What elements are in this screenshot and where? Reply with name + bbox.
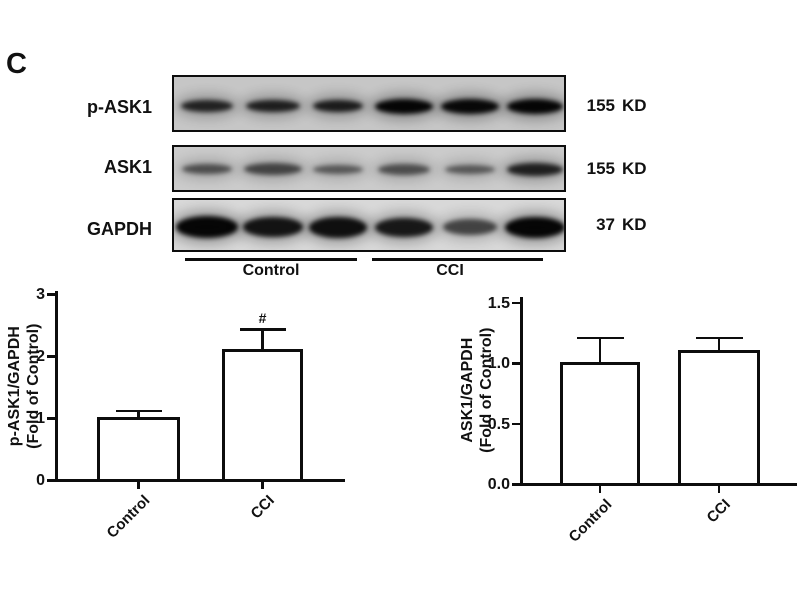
protein-band bbox=[182, 164, 232, 174]
protein-band bbox=[243, 217, 303, 237]
protein-band bbox=[176, 216, 238, 238]
protein-band bbox=[507, 98, 563, 114]
error-bar-stem bbox=[261, 328, 264, 349]
mw-unit: KD bbox=[622, 96, 647, 115]
panel-label: C bbox=[6, 48, 27, 80]
y-tick bbox=[512, 301, 520, 304]
blot-row-label-gapdh: GAPDH bbox=[86, 219, 152, 239]
mw-value: 155 bbox=[586, 159, 615, 178]
x-tick bbox=[261, 482, 264, 489]
y-tick bbox=[47, 293, 55, 296]
x-tick-label-control: Control bbox=[565, 496, 616, 546]
molecular-weight-label: 155 KD bbox=[583, 159, 647, 179]
x-axis bbox=[55, 479, 345, 482]
bar-control bbox=[560, 362, 640, 486]
x-axis bbox=[520, 483, 797, 486]
protein-band bbox=[181, 100, 233, 112]
blot-row-label-p-ask1: p-ASK1 bbox=[86, 97, 152, 117]
y-tick-label: 1.0 bbox=[487, 355, 510, 372]
error-bar-cap bbox=[576, 336, 624, 340]
error-bar-stem bbox=[137, 409, 140, 417]
mw-unit: KD bbox=[622, 215, 647, 234]
error-bar-stem bbox=[598, 336, 602, 362]
y-tick bbox=[512, 483, 520, 486]
y-tick-label: 0 bbox=[36, 472, 45, 489]
y-tick-label: 2 bbox=[36, 348, 45, 365]
bar-chart-ask1-gapdh: ASK1/GAPDH (Fold of Control) 0.0 0.5 1.0 1.… bbox=[400, 283, 800, 600]
protein-band bbox=[505, 216, 564, 238]
error-bar-stem bbox=[717, 336, 721, 350]
western-blot-image-ask1 bbox=[172, 145, 566, 192]
western-blot-image-p-ask1 bbox=[172, 75, 566, 132]
x-tick bbox=[717, 486, 721, 493]
y-axis-label-line1: p-ASK1/GAPDH bbox=[5, 326, 23, 447]
mw-value: 37 bbox=[596, 215, 615, 234]
error-bar-cap bbox=[695, 336, 743, 340]
y-tick-label: 0.5 bbox=[487, 415, 510, 433]
protein-band bbox=[244, 163, 302, 175]
protein-band bbox=[313, 100, 363, 112]
x-tick-label-cci: CCI bbox=[703, 496, 735, 527]
error-bar-cap bbox=[115, 409, 162, 413]
y-tick bbox=[47, 417, 55, 420]
lane-group-label-control: Control bbox=[242, 262, 300, 279]
blot-row-label-ask1: ASK1 bbox=[103, 157, 152, 177]
y-tick-label: 3 bbox=[36, 286, 45, 303]
significance-annotation: # bbox=[258, 310, 267, 327]
y-tick-label: 1.5 bbox=[487, 294, 510, 312]
bar-chart-p-ask1-gapdh: p-ASK1/GAPDH (Fold of Control) 0 1 2 3 Contr… bbox=[0, 283, 400, 600]
y-tick bbox=[512, 362, 520, 365]
y-axis bbox=[55, 291, 58, 482]
lane-group-underline-control bbox=[185, 258, 357, 261]
protein-band bbox=[375, 217, 433, 237]
y-axis-label-line2: (Fold of Control) bbox=[478, 327, 495, 453]
protein-band bbox=[445, 164, 495, 174]
protein-band bbox=[443, 219, 497, 235]
protein-band bbox=[313, 164, 363, 174]
protein-band bbox=[309, 216, 367, 238]
y-axis-label: p-ASK1/GAPDH (Fold of Control) bbox=[5, 296, 43, 476]
molecular-weight-label: 155 KD bbox=[583, 96, 647, 116]
mw-unit: KD bbox=[622, 159, 647, 178]
bar-cci bbox=[678, 349, 760, 486]
western-blot-image-gapdh bbox=[172, 198, 566, 252]
y-tick bbox=[47, 479, 55, 482]
bar-cci bbox=[222, 348, 303, 482]
x-tick-label-control: Control bbox=[103, 492, 154, 542]
y-tick bbox=[512, 422, 520, 425]
x-tick bbox=[137, 482, 140, 489]
y-tick-label: 0.0 bbox=[487, 476, 510, 493]
protein-band bbox=[375, 98, 433, 114]
lane-group-underline-cci bbox=[372, 258, 543, 261]
y-tick bbox=[47, 355, 55, 358]
y-axis-label: ASK1/GAPDH (Fold of Control) bbox=[458, 300, 496, 480]
error-bar-cap bbox=[239, 328, 286, 331]
x-tick bbox=[598, 486, 602, 493]
y-axis bbox=[520, 297, 523, 486]
protein-band bbox=[378, 163, 430, 175]
protein-band bbox=[441, 98, 499, 114]
mw-value: 155 bbox=[586, 96, 615, 115]
bar-control bbox=[97, 417, 180, 482]
molecular-weight-label: 37 KD bbox=[583, 215, 647, 235]
y-tick-label: 1 bbox=[36, 410, 45, 427]
x-tick-label-cci: CCI bbox=[247, 492, 278, 523]
protein-band bbox=[507, 162, 563, 176]
protein-band bbox=[246, 100, 300, 112]
y-axis-label-line2: (Fold of Control) bbox=[25, 323, 42, 449]
lane-group-label-cci: CCI bbox=[436, 262, 464, 279]
